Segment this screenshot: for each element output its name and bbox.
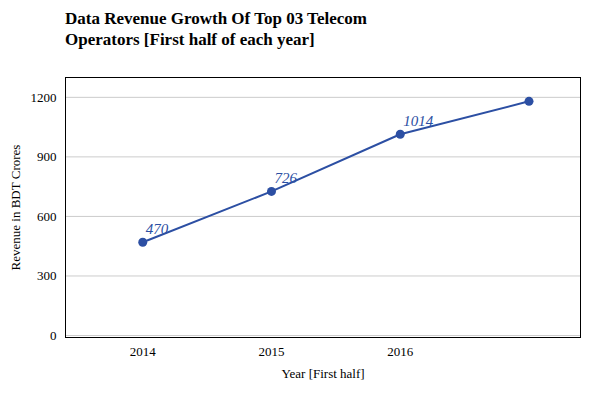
svg-text:600: 600	[37, 208, 57, 223]
html-text:Data Revenue Growth Of Top 03: Data Revenue Growth Of Top 03 Telecom Op…	[65, 9, 367, 50]
svg-text:2014: 2014	[130, 343, 157, 358]
svg-text:Revenue in BDT Crores: Revenue in BDT Crores	[8, 144, 23, 270]
svg-text:2015: 2015	[259, 343, 285, 358]
svg-text:0: 0	[50, 327, 57, 342]
svg-text:Year [First half]: Year [First half]	[281, 365, 364, 380]
svg-text:2016: 2016	[387, 343, 414, 358]
svg-text:300: 300	[37, 268, 57, 283]
svg-text:726: 726	[275, 170, 298, 186]
svg-text:1200: 1200	[31, 89, 57, 104]
svg-text:470: 470	[146, 221, 169, 237]
svg-text:900: 900	[37, 149, 57, 164]
svg-text:1014: 1014	[403, 113, 434, 129]
